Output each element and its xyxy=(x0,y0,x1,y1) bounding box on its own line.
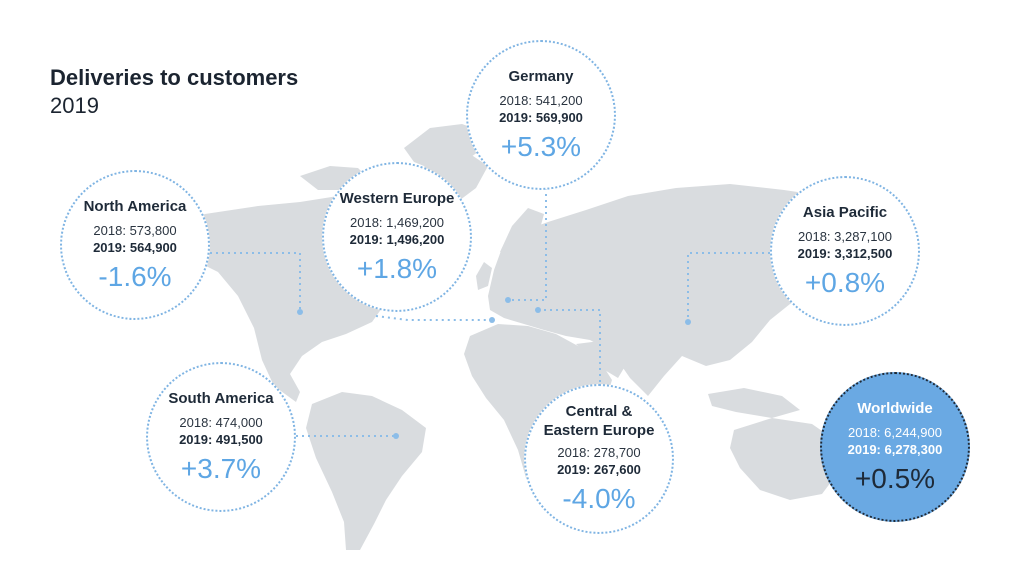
title-block: Deliveries to customers 2019 xyxy=(50,64,298,120)
value-2019: 2019: 491,500 xyxy=(179,431,263,447)
connector-lines xyxy=(204,188,770,437)
value-2018: 2018: 6,244,900 xyxy=(848,424,942,440)
continent-greenland xyxy=(404,124,484,170)
page-subtitle: 2019 xyxy=(50,93,99,118)
page-title: Deliveries to customers xyxy=(50,65,299,90)
continent-south-america xyxy=(306,392,426,550)
continent-australia xyxy=(730,418,840,500)
value-2019: 2019: 1,496,200 xyxy=(349,231,445,247)
continent-arabia xyxy=(576,340,630,378)
value-2018: 2018: 573,800 xyxy=(93,222,177,238)
value-2018: 2018: 278,700 xyxy=(557,445,641,460)
change-percent: +3.7% xyxy=(180,452,262,484)
region-name: Central & Eastern Europe xyxy=(543,403,655,439)
dot-south-america xyxy=(393,433,399,439)
region-germany: Germany 2018: 541,200 2019: 569,900 +5.3… xyxy=(466,40,616,190)
connector-asia-pacific xyxy=(687,252,770,322)
continent-sea-islands xyxy=(708,388,800,418)
continent-british-isles xyxy=(476,262,492,290)
region-north-america: North America 2018: 573,800 2019: 564,90… xyxy=(60,170,210,320)
dot-western-europe xyxy=(489,317,495,323)
change-percent: +0.8% xyxy=(804,266,886,298)
value-2019: 2019: 3,312,500 xyxy=(797,245,893,261)
change-percent: +1.8% xyxy=(356,252,438,284)
region-name: North America xyxy=(83,197,187,215)
value-2018: 2018: 3,287,100 xyxy=(798,228,892,244)
connector-central-eastern-europe xyxy=(538,309,601,386)
region-name: Germany xyxy=(508,67,574,85)
connector-north-america xyxy=(204,252,301,312)
connector-western-europe xyxy=(375,315,492,321)
value-2019: 2019: 569,900 xyxy=(499,109,583,125)
value-2018: 2018: 541,200 xyxy=(499,92,583,108)
dot-asia-pacific xyxy=(685,319,691,325)
value-2019: 2019: 564,900 xyxy=(93,239,177,255)
value-2018: 2018: 1,469,200 xyxy=(350,214,444,230)
connector-germany xyxy=(508,188,547,301)
region-worldwide: Worldwide 2018: 6,244,900 2019: 6,278,30… xyxy=(820,372,970,522)
dot-north-america xyxy=(297,309,303,315)
value-2019: 2019: 267,600 xyxy=(557,462,641,477)
region-asia-pacific: Asia Pacific 2018: 3,287,100 2019: 3,312… xyxy=(770,176,920,326)
dot-central-eastern-europe xyxy=(535,307,541,313)
region-name: Worldwide xyxy=(857,399,933,417)
region-western-europe: Western Europe 2018: 1,469,200 2019: 1,4… xyxy=(322,162,472,312)
change-percent: -1.6% xyxy=(98,260,172,292)
region-central-eastern-europe: Central & Eastern Europe 2018: 278,700 2… xyxy=(524,384,674,534)
change-percent: +0.5% xyxy=(854,462,936,494)
continent-scandinavia xyxy=(500,208,544,256)
location-dots xyxy=(297,297,691,439)
change-percent: +5.3% xyxy=(500,130,582,162)
region-south-america: South America 2018: 474,000 2019: 491,50… xyxy=(146,362,296,512)
region-name: Western Europe xyxy=(339,189,455,207)
value-2019: 2019: 6,278,300 xyxy=(847,441,943,457)
region-name: South America xyxy=(168,389,274,407)
dot-germany xyxy=(505,297,511,303)
region-name: Asia Pacific xyxy=(802,203,888,221)
value-2018: 2018: 474,000 xyxy=(179,414,263,430)
change-percent: -4.0% xyxy=(562,483,636,514)
